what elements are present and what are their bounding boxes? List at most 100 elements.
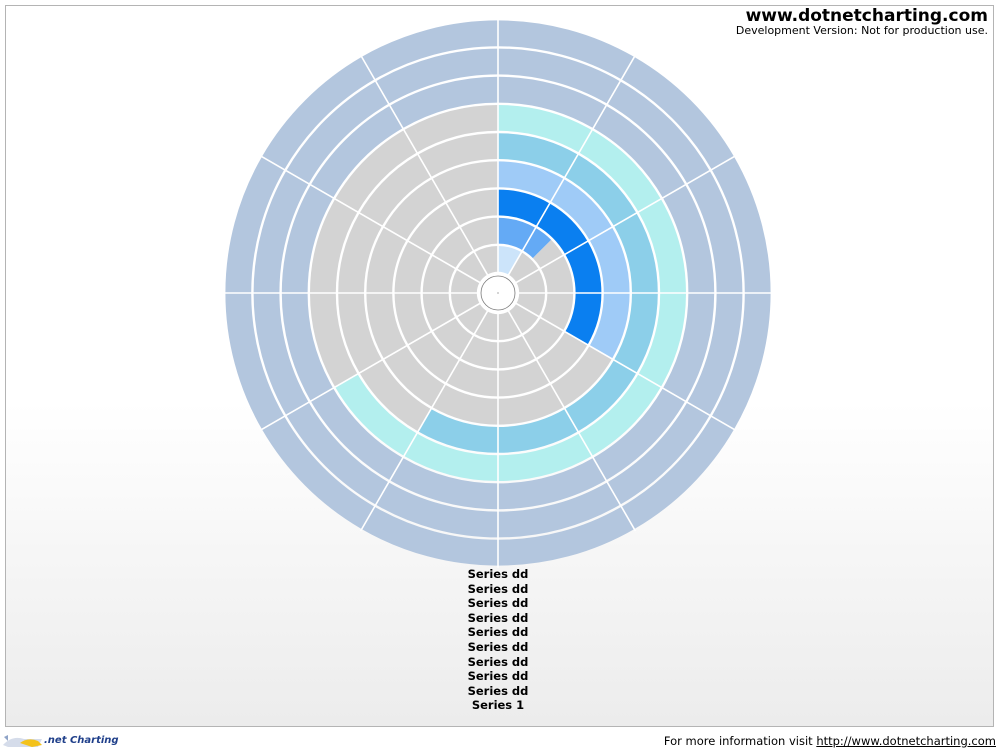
ring-6-sector-1 (498, 105, 592, 153)
sector-divider-2 (506, 54, 637, 277)
ring-7-sector-1 (498, 76, 607, 129)
ring-7-sector-9 (281, 293, 334, 402)
legend-entry: Series dd (467, 654, 529, 669)
legend-entry: Series dd (467, 596, 529, 611)
ring-7-sector-6 (498, 457, 607, 510)
ring-2-sector-4-empty (540, 293, 574, 331)
ring-8-sector-7 (375, 482, 498, 538)
sector-divider-11 (259, 154, 482, 285)
ring-3-sector-5-empty (536, 331, 588, 383)
ring-5-sector-6 (498, 409, 578, 453)
ring-3-sector-2 (536, 203, 588, 255)
ring-3-sector-3 (565, 241, 602, 293)
legend-entry: Series dd (467, 610, 529, 625)
ring-1-sector-9-empty (451, 293, 480, 317)
ring-8-sector-9 (253, 293, 309, 416)
ring-8-sector-8 (286, 402, 389, 505)
ring-3-sector-12-empty (446, 189, 498, 226)
legend: Series dd Series dd Series dd Series dd Seri… (398, 567, 598, 713)
ring-1-sector-5-empty (508, 303, 539, 334)
ring-8-sector-12 (375, 48, 498, 104)
ring-1-sector-7-empty (474, 311, 498, 340)
footer-info-link[interactable]: http://www.dotnetcharting.com (816, 734, 996, 748)
dotnetcharting-logo-icon (3, 735, 42, 747)
ring-3-sector-8-empty (408, 331, 460, 383)
ring-6-sector-11-empty (335, 130, 417, 212)
ring-5-sector-1 (498, 133, 578, 177)
ring-6-sector-8 (335, 374, 417, 456)
ring-2-sector-2-partial (522, 227, 552, 259)
ring-1-sector-8-empty (457, 303, 488, 334)
ring-8-sector-11 (286, 81, 389, 184)
ring-4-sector-4 (589, 293, 630, 359)
ring-8-sector-4 (687, 293, 743, 416)
ring-7-sector-11 (310, 105, 403, 198)
legend-entry: Series 1 (471, 698, 525, 713)
ring-4-sector-9-empty (366, 293, 407, 359)
ring-4-sector-3 (589, 227, 630, 293)
dev-version-note: Development Version: Not for production … (735, 24, 988, 37)
legend-entry: Series dd (467, 639, 529, 654)
center-dot (497, 292, 499, 294)
ring-7-sector-10 (281, 184, 334, 293)
ring-2-sector-6-empty (498, 335, 536, 369)
legend-entry: Series dd (467, 625, 529, 640)
ring-7-sector-2 (593, 105, 686, 198)
legend-entry: Series dd (467, 567, 529, 581)
ring-5-sector-7 (418, 409, 498, 453)
ring-9-sector-11 (261, 56, 375, 170)
ring-9-sector-6 (498, 506, 635, 566)
ring-2-sector-3-empty (540, 255, 574, 293)
ring-8-sector-5 (607, 402, 710, 505)
sector-divider-9 (259, 301, 482, 432)
ring-7-sector-4 (662, 293, 715, 402)
brand-url[interactable]: www.dotnetcharting.com (745, 6, 988, 26)
ring-4-sector-5-empty (550, 345, 612, 407)
ring-9-sector-7 (361, 506, 498, 566)
ring-9-sector-8 (261, 416, 375, 530)
ring-5-sector-2 (565, 154, 637, 226)
ring-4-sector-8-empty (384, 345, 446, 407)
ring-3-sector-7-empty (446, 360, 498, 397)
ring-1-sector-1 (498, 246, 522, 275)
ring-7-sector-3 (662, 184, 715, 293)
ring-1-sector-11-empty (457, 252, 488, 283)
ring-9-sector-3 (711, 156, 771, 293)
legend-entry: Series dd (467, 683, 529, 698)
ring-9-sector-9 (225, 293, 285, 430)
sector-divider-12 (359, 54, 490, 277)
ring-5-sector-9-empty (338, 293, 382, 373)
sector-divider-8 (359, 309, 490, 532)
ring-7-sector-12 (389, 76, 498, 129)
ring-3-sector-4 (565, 293, 602, 345)
ring-5-sector-8-empty (359, 360, 431, 432)
ring-4-sector-6-empty (498, 384, 564, 425)
ring-9-sector-5 (621, 416, 735, 530)
ring-2-sector-8-empty (432, 317, 474, 359)
ring-6-sector-6 (498, 433, 592, 481)
sector-divider-6 (506, 309, 637, 532)
ring-3-sector-1 (498, 189, 550, 226)
ring-2-sector-11-empty (432, 227, 474, 269)
ring-8-sector-3 (687, 170, 743, 293)
ring-1-sector-3-empty (516, 269, 545, 293)
ring-4-sector-2 (550, 179, 612, 241)
ring-8-sector-6 (498, 482, 621, 538)
legend-entry: Series dd (467, 581, 529, 596)
ring-3-sector-11-empty (408, 203, 460, 255)
ring-6-sector-3 (638, 199, 686, 293)
ring-1-sector-12-empty (474, 246, 498, 275)
ring-3-sector-9-empty (394, 293, 431, 345)
ring-5-sector-12-empty (418, 133, 498, 177)
ring-4-sector-12-empty (432, 161, 498, 202)
ring-2-sector-2-empty (532, 239, 564, 269)
footer-info: For more information visit http://www.do… (664, 734, 996, 748)
ring-6-sector-5 (579, 374, 661, 456)
sector-divider-3 (514, 154, 737, 285)
ring-6-sector-10-empty (310, 199, 358, 293)
ring-4-sector-10-empty (366, 227, 407, 293)
ring-6-sector-12-empty (404, 105, 498, 153)
ring-3-sector-6-empty (498, 360, 550, 397)
ring-3-sector-10-empty (394, 241, 431, 293)
